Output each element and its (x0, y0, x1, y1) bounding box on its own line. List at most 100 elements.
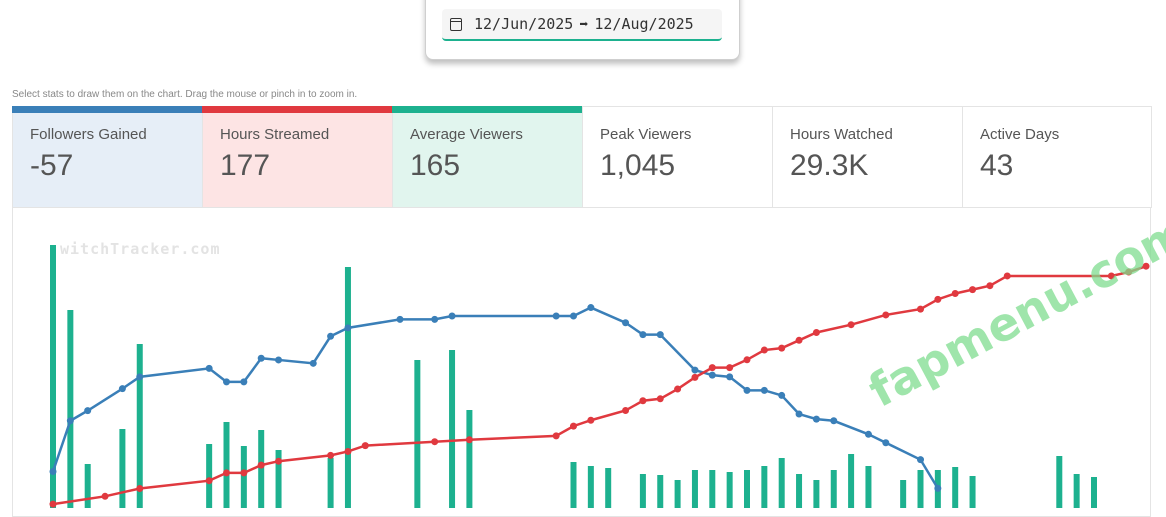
hours-streamed-point[interactable] (708, 364, 716, 372)
hours-streamed-point[interactable] (951, 290, 959, 297)
average-viewers-bar[interactable] (206, 444, 213, 508)
followers-gained-point[interactable] (309, 359, 317, 367)
hours-streamed-point[interactable] (361, 442, 369, 450)
hours-streamed-point[interactable] (726, 364, 734, 372)
followers-gained-point[interactable] (656, 331, 664, 339)
hours-streamed-point[interactable] (795, 336, 803, 344)
average-viewers-bar[interactable] (223, 422, 230, 508)
average-viewers-bar[interactable] (726, 472, 733, 508)
followers-gained-point[interactable] (882, 439, 890, 447)
average-viewers-bar[interactable] (900, 480, 907, 508)
hours-streamed-point[interactable] (101, 492, 109, 500)
followers-gained-point[interactable] (257, 354, 265, 362)
hours-streamed-point[interactable] (552, 432, 560, 440)
hours-streamed-point[interactable] (587, 416, 595, 424)
hours-streamed-point[interactable] (49, 500, 57, 508)
followers-gained-point[interactable] (726, 373, 734, 381)
average-viewers-bar[interactable] (639, 474, 646, 508)
average-viewers-bar[interactable] (813, 480, 820, 508)
average-viewers-bar[interactable] (865, 466, 872, 508)
average-viewers-bar[interactable] (830, 470, 837, 508)
followers-gained-point[interactable] (448, 312, 456, 320)
average-viewers-bar[interactable] (327, 458, 334, 508)
hours-streamed-point[interactable] (674, 385, 682, 393)
hours-streamed-point[interactable] (344, 447, 352, 455)
followers-gained-point[interactable] (795, 410, 803, 418)
hours-streamed-point[interactable] (223, 469, 230, 477)
hours-streamed-point[interactable] (778, 344, 786, 352)
hours-streamed-point[interactable] (986, 282, 994, 290)
followers-gained-point[interactable] (327, 332, 335, 340)
average-viewers-bar[interactable] (344, 267, 351, 508)
stat-card-peak-viewers[interactable]: Peak Viewers 1,045 (582, 106, 772, 208)
hours-streamed-point[interactable] (240, 469, 248, 477)
hours-streamed-point[interactable] (882, 311, 890, 319)
average-viewers-bar[interactable] (466, 410, 473, 508)
average-viewers-bar[interactable] (67, 310, 74, 508)
hours-streamed-point[interactable] (1125, 268, 1133, 276)
average-viewers-bar[interactable] (917, 470, 924, 508)
average-viewers-bar[interactable] (796, 474, 803, 508)
hours-streamed-point[interactable] (656, 395, 664, 403)
followers-gained-point[interactable] (864, 430, 872, 438)
followers-gained-point[interactable] (708, 371, 716, 379)
hours-streamed-point[interactable] (847, 321, 855, 329)
average-viewers-bar[interactable] (119, 429, 126, 508)
average-viewers-bar[interactable] (709, 470, 716, 508)
followers-gained-point[interactable] (66, 417, 74, 425)
stat-card-hours-watched[interactable]: Hours Watched 29.3K (772, 106, 962, 208)
followers-gained-point[interactable] (275, 356, 283, 364)
hours-streamed-point[interactable] (431, 438, 439, 446)
average-viewers-bar[interactable] (969, 476, 976, 508)
followers-gained-point[interactable] (344, 324, 352, 332)
followers-gained-point[interactable] (812, 415, 820, 423)
followers-gained-point[interactable] (205, 364, 213, 372)
average-viewers-bar[interactable] (761, 466, 768, 508)
average-viewers-bar[interactable] (744, 470, 750, 508)
followers-gained-point[interactable] (778, 391, 786, 399)
hours-streamed-point[interactable] (1003, 272, 1011, 280)
average-viewers-bar[interactable] (1091, 477, 1097, 508)
hours-streamed-point[interactable] (917, 305, 924, 313)
average-viewers-bar[interactable] (275, 450, 282, 508)
average-viewers-bar[interactable] (605, 468, 612, 508)
average-viewers-bar[interactable] (778, 458, 785, 508)
followers-gained-point[interactable] (84, 407, 92, 415)
hours-streamed-point[interactable] (136, 485, 144, 492)
average-viewers-bar[interactable] (84, 464, 91, 508)
stat-card-followers-gained[interactable]: Followers Gained -57 (12, 106, 202, 208)
average-viewers-bar[interactable] (848, 454, 855, 508)
followers-gained-point[interactable] (760, 386, 768, 394)
followers-gained-point[interactable] (118, 385, 126, 393)
average-viewers-bar[interactable] (691, 470, 698, 508)
hours-streamed-point[interactable] (205, 477, 213, 485)
average-viewers-bar[interactable] (570, 462, 577, 508)
hours-streamed-point[interactable] (622, 407, 630, 414)
hours-streamed-point[interactable] (760, 346, 768, 354)
followers-gained-point[interactable] (552, 312, 560, 320)
followers-gained-point[interactable] (587, 304, 595, 312)
followers-gained-point[interactable] (917, 456, 924, 464)
hours-streamed-point[interactable] (969, 286, 977, 294)
hours-streamed-point[interactable] (257, 461, 265, 469)
average-viewers-bar[interactable] (414, 360, 421, 508)
average-viewers-bar[interactable] (240, 446, 247, 508)
hours-streamed-point[interactable] (327, 451, 335, 459)
average-viewers-bar[interactable] (587, 466, 594, 508)
followers-gained-point[interactable] (431, 315, 439, 323)
hours-streamed-point[interactable] (275, 457, 283, 465)
hours-streamed-point[interactable] (743, 356, 751, 364)
hours-streamed-point[interactable] (934, 295, 942, 303)
average-viewers-bar[interactable] (449, 350, 456, 508)
average-viewers-bar[interactable] (952, 467, 959, 508)
average-viewers-bar[interactable] (258, 430, 265, 508)
average-viewers-bar[interactable] (1073, 474, 1080, 508)
hours-streamed-point[interactable] (570, 422, 577, 430)
followers-gained-point[interactable] (49, 467, 57, 475)
followers-gained-point[interactable] (136, 373, 144, 381)
hours-streamed-point[interactable] (1107, 272, 1115, 280)
stat-card-average-viewers[interactable]: Average Viewers 165 (392, 106, 582, 208)
followers-gained-point[interactable] (830, 417, 838, 425)
average-viewers-bar[interactable] (136, 344, 143, 508)
average-viewers-bar[interactable] (50, 245, 56, 508)
